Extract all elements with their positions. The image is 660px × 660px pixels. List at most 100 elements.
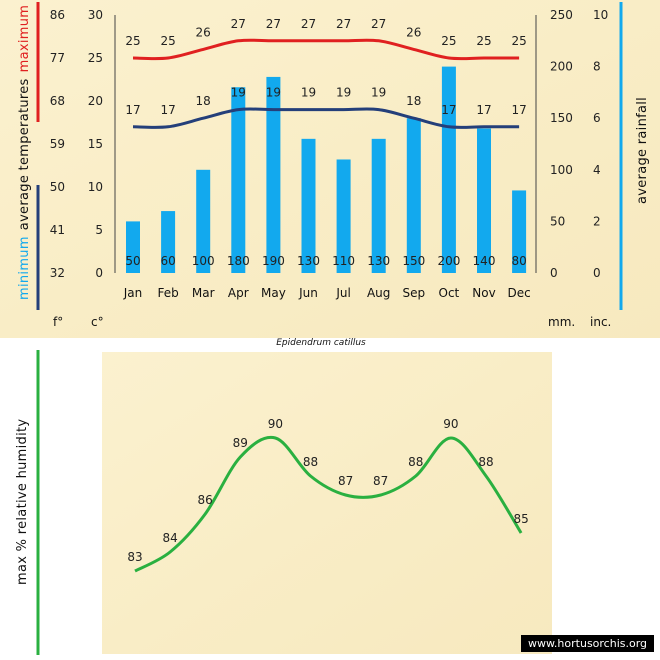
rain-label-sep: 150	[402, 254, 425, 268]
fahrenheit-tick: 68	[50, 94, 65, 108]
humidity-label-feb: 84	[162, 531, 177, 545]
inch-tick: 10	[593, 8, 608, 22]
rain-label-feb: 60	[160, 254, 175, 268]
max-temp-label-dec: 25	[511, 34, 526, 48]
min-temp-label-dec: 17	[511, 103, 526, 117]
min-temp-label-may: 19	[266, 86, 281, 100]
min-temp-label-mar: 18	[196, 94, 211, 108]
humidity-label-apr: 89	[233, 436, 248, 450]
humidity-axis-label: max % relative humidity	[15, 419, 30, 585]
month-label-feb: Feb	[157, 286, 178, 300]
mm-tick: 250	[550, 8, 573, 22]
min-temp-label-jun: 19	[301, 86, 316, 100]
unit-inches: inc.	[590, 315, 611, 329]
fahrenheit-tick: 50	[50, 180, 65, 194]
avg-temp-label: average temperatures	[17, 78, 32, 230]
inch-tick: 6	[593, 111, 601, 125]
rain-label-jan: 50	[125, 254, 140, 268]
humidity-line	[134, 435, 523, 573]
month-label-apr: Apr	[228, 286, 249, 300]
unit-celsius: c°	[91, 315, 104, 329]
humidity-label-dec: 85	[513, 512, 528, 526]
max-temp-label-oct: 25	[441, 34, 456, 48]
max-temp-label-jan: 25	[125, 34, 140, 48]
top-chart-background	[0, 0, 660, 338]
min-temp-label-nov: 17	[476, 103, 491, 117]
humidity-label-jan: 83	[127, 550, 142, 564]
month-label-nov: Nov	[472, 286, 495, 300]
unit-mm: mm.	[548, 315, 575, 329]
humidity-label-jun: 88	[303, 455, 318, 469]
inch-tick: 8	[593, 60, 601, 74]
rain-bar-oct	[441, 66, 456, 273]
mm-tick: 100	[550, 163, 573, 177]
min-temp-label-feb: 17	[160, 103, 175, 117]
rain-bar-jun	[301, 138, 316, 273]
min-label: minimum	[17, 236, 32, 300]
max-temp-line	[132, 38, 520, 61]
rain-bar-jul	[336, 159, 351, 273]
max-temp-label-jun: 27	[301, 17, 316, 31]
max-temp-label-may: 27	[266, 17, 281, 31]
min-temp-label-sep: 18	[406, 94, 421, 108]
min-temp-label-jul: 19	[336, 86, 351, 100]
month-label-jan: Jan	[123, 286, 143, 300]
fahrenheit-tick: 77	[50, 51, 65, 65]
rain-label-aug: 130	[367, 254, 390, 268]
max-label: maximum	[17, 5, 32, 73]
rain-bar-apr	[231, 87, 246, 274]
rain-label-dec: 80	[511, 254, 526, 268]
fahrenheit-tick: 41	[50, 223, 65, 237]
min-temp-label-oct: 17	[441, 103, 456, 117]
celsius-tick: 30	[88, 8, 103, 22]
fahrenheit-tick: 32	[50, 266, 65, 280]
celsius-tick: 5	[95, 223, 103, 237]
humidity-label-may: 90	[268, 417, 283, 431]
rain-bar-sep	[406, 118, 421, 273]
humidity-label-jul: 87	[338, 474, 353, 488]
min-temp-label-apr: 19	[231, 86, 246, 100]
month-label-may: May	[261, 286, 286, 300]
month-label-dec: Dec	[507, 286, 530, 300]
rain-bar-dec	[512, 190, 527, 273]
rain-label-nov: 140	[473, 254, 496, 268]
max-temp-label-jul: 27	[336, 17, 351, 31]
rain-label-apr: 180	[227, 254, 250, 268]
humidity-label-aug: 87	[373, 474, 388, 488]
min-temp-label-aug: 19	[371, 86, 386, 100]
humidity-label-nov: 88	[478, 455, 493, 469]
max-temp-label-sep: 26	[406, 25, 421, 39]
fahrenheit-tick: 86	[50, 8, 65, 22]
max-temp-label-apr: 27	[231, 17, 246, 31]
species-name: Epidendrum catillus	[276, 338, 366, 348]
celsius-tick: 15	[88, 137, 103, 151]
fahrenheit-tick: 59	[50, 137, 65, 151]
month-label-aug: Aug	[367, 286, 390, 300]
month-label-mar: Mar	[192, 286, 215, 300]
rain-label-oct: 200	[437, 254, 460, 268]
temperature-axis-label: minimum average temperatures maximum	[17, 5, 32, 300]
rain-bar-aug	[371, 138, 386, 273]
min-temp-line	[132, 107, 520, 129]
mm-tick: 50	[550, 214, 565, 228]
humidity-label-oct: 90	[443, 417, 458, 431]
humidity-chart-background	[102, 352, 552, 654]
rain-bar-mar	[196, 169, 211, 273]
max-temp-label-nov: 25	[476, 34, 491, 48]
month-label-jun: Jun	[298, 286, 318, 300]
max-temp-label-aug: 27	[371, 17, 386, 31]
celsius-tick: 20	[88, 94, 103, 108]
rainfall-axis-label: average rainfall	[635, 97, 650, 204]
inch-tick: 2	[593, 214, 601, 228]
rain-bar-may	[266, 76, 281, 273]
max-temp-label-mar: 26	[196, 25, 211, 39]
rain-bar-feb	[161, 211, 176, 273]
mm-tick: 200	[550, 60, 573, 74]
month-label-sep: Sep	[402, 286, 425, 300]
rain-label-jul: 110	[332, 254, 355, 268]
mm-tick: 150	[550, 111, 573, 125]
rain-bar-jan	[126, 221, 140, 273]
site-watermark: www.hortusorchis.org	[521, 635, 654, 652]
rain-label-mar: 100	[192, 254, 215, 268]
